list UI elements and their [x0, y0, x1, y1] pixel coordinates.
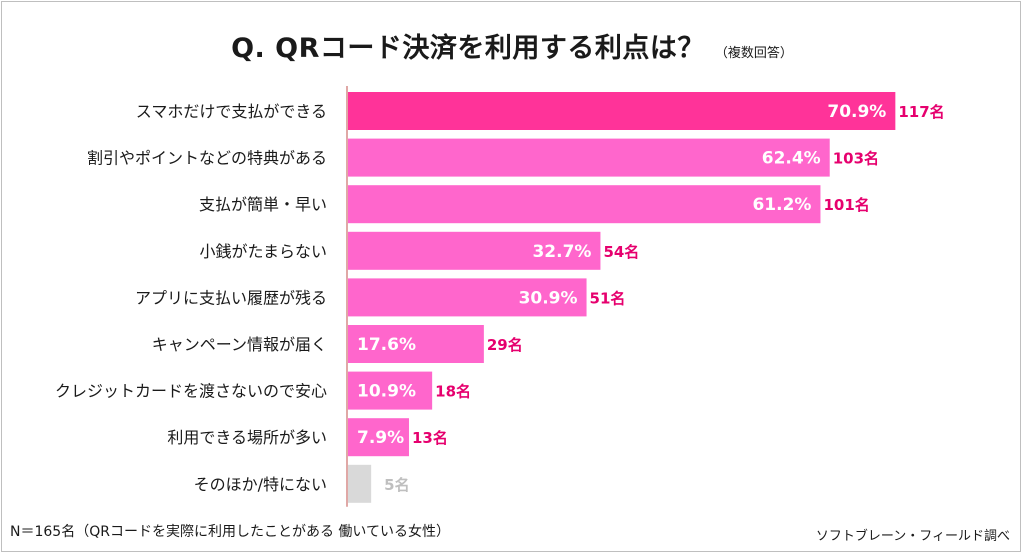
chart-title: Q. QRコード決済を利用する利点は？ — [231, 33, 705, 64]
category-label: そのほか/特にない — [194, 475, 327, 494]
bar — [348, 418, 409, 457]
category-label: キャンペーン情報が届く — [152, 335, 327, 354]
category-label: 割引やポイントなどの特典がある — [87, 149, 327, 168]
count-label: 51名 — [590, 289, 626, 307]
category-label: クレジットカードを渡さないので安心 — [55, 382, 327, 401]
category-label: 小銭がたまらない — [199, 242, 327, 261]
title-area: Q. QRコード決済を利用する利点は？ （複数回答） — [2, 26, 1022, 65]
count-label: 117名 — [898, 103, 944, 121]
count-label: 5名 — [384, 476, 409, 494]
percent-label: 61.2% — [752, 195, 811, 215]
bar — [348, 371, 433, 410]
percent-label: 7.9% — [357, 428, 404, 448]
category-label: 利用できる場所が多い — [167, 428, 327, 447]
chart-subtitle: （複数回答） — [714, 46, 793, 61]
percent-label: 30.9% — [519, 288, 578, 308]
percent-label: 62.4% — [762, 149, 821, 169]
bar — [348, 464, 372, 503]
count-label: 29名 — [487, 336, 523, 354]
count-label: 13名 — [412, 429, 448, 447]
bar — [348, 92, 896, 130]
percent-label: 32.7% — [532, 242, 591, 262]
source-credit: ソフトブレーン・フィールド調べ — [815, 529, 1010, 544]
bar — [348, 325, 484, 363]
count-label: 101名 — [823, 196, 869, 214]
percent-label: 10.9% — [357, 382, 416, 402]
count-label: 103名 — [833, 150, 879, 168]
sample-footnote: N＝165名（QRコードを実際に利用したことがある 働いている女性） — [10, 524, 450, 540]
bar — [348, 278, 587, 317]
category-label: 支払が簡単・早い — [199, 195, 327, 214]
bar — [348, 138, 830, 177]
category-label: スマホだけで支払ができる — [136, 102, 327, 121]
category-label: アプリに支払い履歴が残る — [135, 288, 327, 307]
count-label: 18名 — [435, 383, 471, 401]
percent-label: 17.6% — [357, 335, 416, 355]
count-label: 54名 — [603, 243, 639, 261]
percent-label: 70.9% — [827, 102, 886, 122]
bar — [348, 185, 821, 224]
bar — [348, 231, 601, 270]
